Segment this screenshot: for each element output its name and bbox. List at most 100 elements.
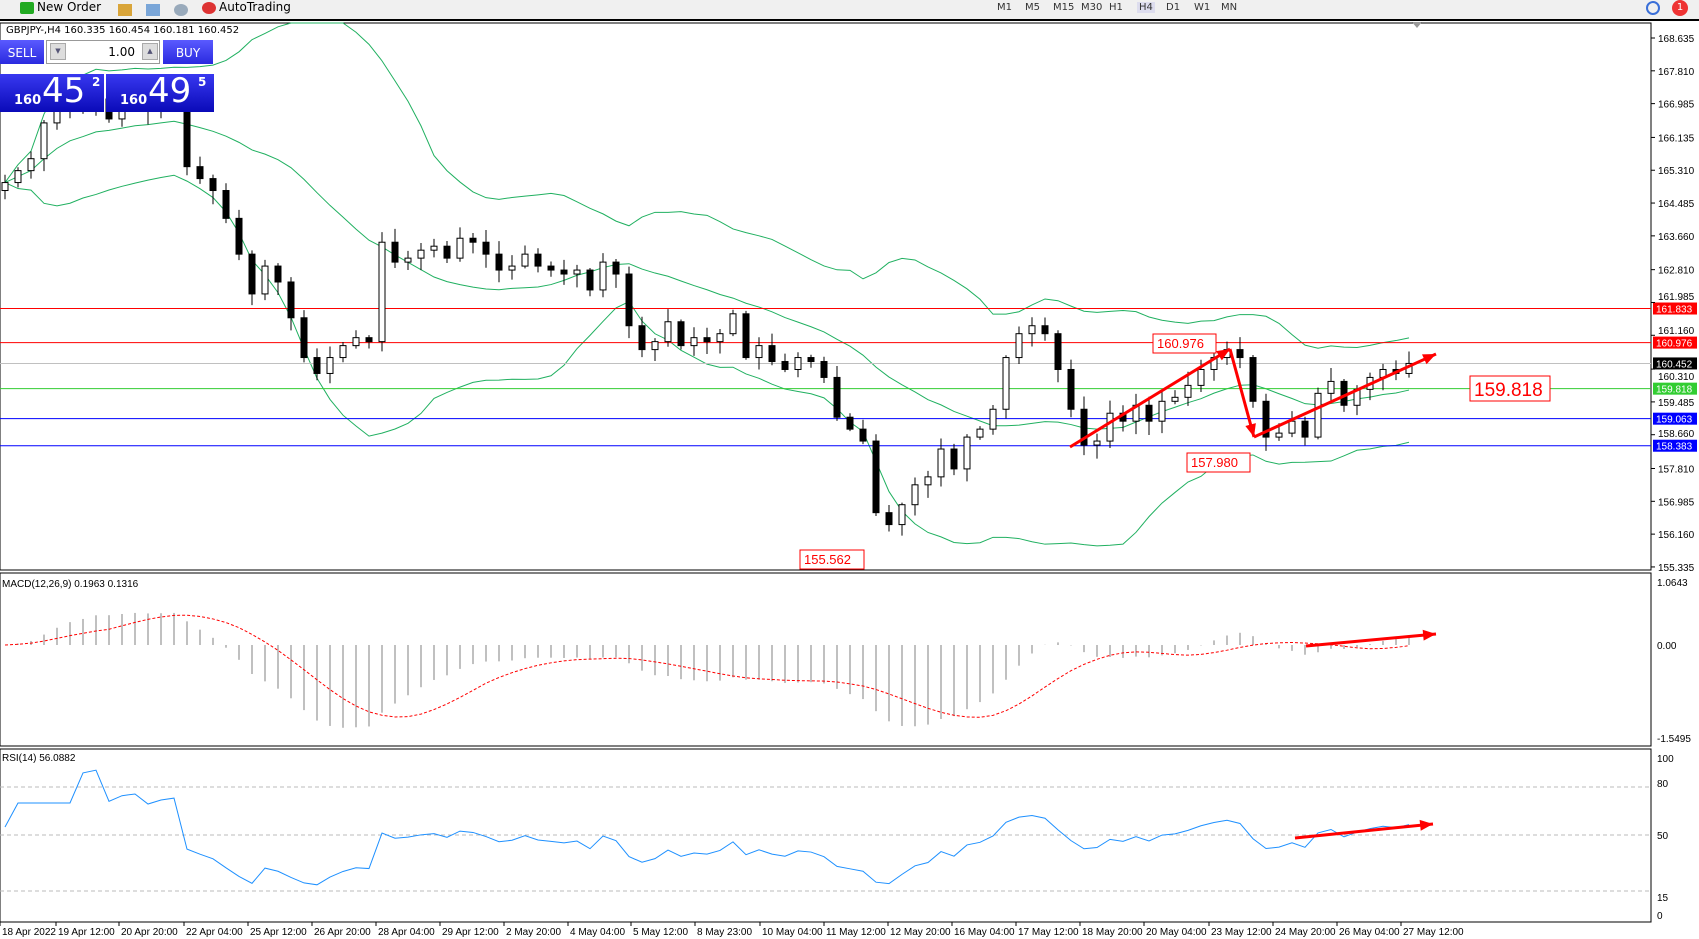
price-axis-label: 156.160 [1658, 530, 1695, 541]
price-annotation-box [1469, 375, 1551, 402]
level-price-tag [1653, 302, 1697, 315]
time-axis-label: 18 Apr 2022 [2, 927, 56, 938]
level-price-tag [1653, 412, 1697, 425]
level-price-label: 159.818 [1656, 385, 1693, 396]
signals-icon[interactable] [174, 2, 191, 20]
arrow-head [1422, 354, 1436, 365]
bear-candle [1067, 368, 1075, 410]
bear-candle [846, 416, 854, 430]
time-axis-label: 23 May 12:00 [1211, 927, 1272, 938]
bear-candle [742, 313, 750, 359]
bear-candle [313, 357, 321, 374]
time-axis-label: 26 Apr 20:00 [314, 927, 371, 938]
timeframe-h4[interactable]: H4 [1137, 2, 1155, 13]
time-axis-label: 11 May 12:00 [826, 927, 886, 938]
bull-candle [651, 341, 659, 351]
bear-candle [300, 317, 308, 359]
bull-candle [963, 436, 971, 470]
bull-candle [794, 357, 802, 370]
bull-candle [1028, 325, 1036, 335]
bear-candle [768, 345, 776, 363]
lot-decrease-button[interactable]: ▼ [50, 43, 66, 60]
price-annotation-box [1186, 452, 1251, 473]
macd-label: MACD(12,26,9) 0.1963 0.1316 [2, 579, 139, 590]
bull-candle [326, 357, 334, 374]
bull-candle [924, 476, 932, 486]
bull-candle [1015, 333, 1023, 359]
lot-increase-button[interactable]: ▲ [142, 43, 158, 60]
bull-candle [1002, 357, 1010, 410]
price-axis-label: 166.135 [1658, 133, 1695, 144]
trend-arrow [1305, 632, 1437, 648]
buy-button[interactable]: BUY [163, 40, 213, 64]
time-axis-label: 27 May 12:00 [1403, 927, 1464, 938]
sell-button[interactable]: SELL [0, 40, 44, 64]
price-axis-label: 156.985 [1658, 497, 1695, 508]
bull-candle [664, 321, 672, 343]
bear-candle [482, 241, 490, 255]
price-axis-label: 168.635 [1658, 34, 1695, 45]
bull-candle [1327, 380, 1335, 394]
bear-candle [209, 178, 217, 192]
bear-candle [820, 361, 828, 378]
price-annotation-box [799, 549, 865, 570]
bear-candle [677, 321, 685, 347]
panel-frame [0, 22, 1652, 571]
bear-candle [391, 241, 399, 263]
sell-price[interactable]: 160 45 2 [0, 71, 104, 112]
trend-arrow [1294, 822, 1434, 840]
price-axis-label: 155.335 [1658, 563, 1695, 574]
timeframe-mn[interactable]: MN [1221, 2, 1238, 13]
trend-arrow [1253, 352, 1437, 439]
chart-shift-marker [1412, 22, 1422, 28]
bull-candle [1093, 440, 1101, 446]
bear-candle [781, 361, 789, 370]
time-axis-label: 2 May 20:00 [506, 927, 561, 938]
time-axis-label: 25 Apr 12:00 [250, 927, 307, 938]
bull-candle [989, 408, 997, 430]
bear-candle [612, 261, 620, 275]
price-axis-label: 166.985 [1658, 100, 1695, 111]
bear-candle [469, 237, 477, 243]
search-icon[interactable] [1646, 1, 1660, 15]
price-axis-label: 163.660 [1658, 232, 1695, 243]
notification-badge[interactable]: 1 [1672, 0, 1688, 16]
timeframe-m5[interactable]: M5 [1025, 2, 1040, 13]
bull-candle [729, 313, 737, 335]
bear-candle [859, 428, 867, 442]
bull-candle [599, 261, 607, 291]
bear-candle [703, 337, 711, 343]
bear-candle [534, 253, 542, 267]
bull-candle [417, 249, 425, 259]
time-axis-label: 22 Apr 04:00 [186, 927, 243, 938]
bear-candle [222, 190, 230, 219]
timeframe-d1[interactable]: D1 [1166, 2, 1181, 13]
bear-candle [1080, 408, 1088, 446]
arrow-head [1422, 629, 1436, 641]
time-axis-label: 10 May 04:00 [762, 927, 823, 938]
bull-candle [573, 269, 581, 275]
price-axis-label: 167.810 [1658, 67, 1695, 78]
bull-candle [352, 337, 360, 347]
time-axis-label: 19 Apr 12:00 [58, 927, 115, 938]
timeframe-w1[interactable]: W1 [1194, 2, 1211, 13]
timeframe-h1[interactable]: H1 [1109, 2, 1123, 13]
level-price-tag [1653, 382, 1697, 395]
bear-candle [807, 357, 815, 363]
rsi-label: RSI(14) 56.0882 [2, 753, 76, 764]
timeframe-m1[interactable]: M1 [997, 2, 1012, 13]
autotrading-button[interactable]: AutoTrading [202, 0, 291, 18]
price-axis-label: 161.160 [1658, 326, 1695, 337]
timeframe-m15[interactable]: M15 [1053, 2, 1075, 13]
bear-candle [872, 440, 880, 514]
metaeditor-icon[interactable] [118, 2, 135, 20]
timeframe-m30[interactable]: M30 [1081, 2, 1103, 13]
bear-candle [547, 265, 555, 271]
bear-candle [287, 281, 295, 319]
bear-candle [196, 166, 204, 180]
new-order-button[interactable]: New Order [20, 0, 101, 18]
price-axis-label: 164.485 [1658, 199, 1695, 210]
navigator-icon[interactable] [146, 2, 163, 20]
buy-price[interactable]: 160 49 5 [106, 71, 214, 112]
